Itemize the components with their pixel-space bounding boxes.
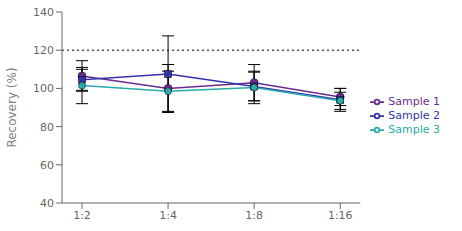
html-text:Sample 3: Sample 3	[388, 122, 440, 136]
svg-text:40: 40	[40, 197, 54, 210]
svg-text:60: 60	[40, 159, 54, 172]
svg-text:1:16: 1:16	[328, 209, 353, 222]
svg-text:80: 80	[40, 121, 54, 134]
svg-text:1:8: 1:8	[245, 209, 263, 222]
svg-text:100: 100	[33, 82, 54, 95]
svg-text:120: 120	[33, 44, 54, 57]
html-text:Sample 2: Sample 2	[388, 108, 440, 122]
svg-text:Recovery (%): Recovery (%)	[8, 67, 19, 147]
svg-text:1:2: 1:2	[73, 209, 91, 222]
html-text:Sample 1: Sample 1	[388, 94, 440, 108]
svg-text:1:4: 1:4	[159, 209, 177, 222]
svg-text:140: 140	[33, 6, 54, 19]
